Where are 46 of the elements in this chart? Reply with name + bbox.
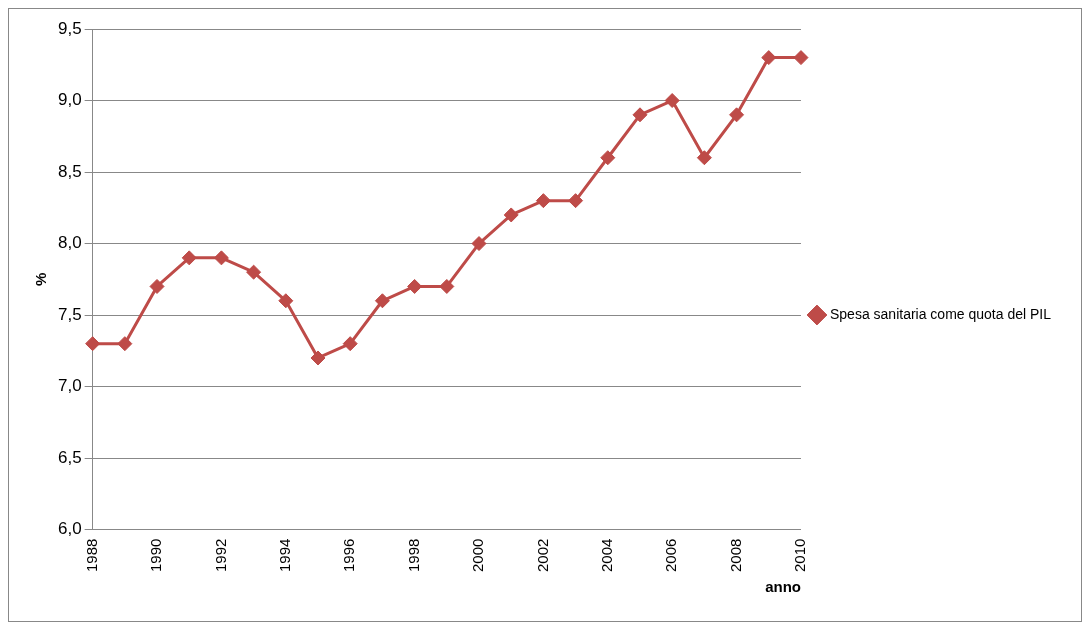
legend-label: Spesa sanitaria come quota del PIL bbox=[829, 305, 1052, 322]
point bbox=[535, 193, 551, 209]
point bbox=[407, 278, 423, 294]
y-tick-label: 9,0 bbox=[57, 90, 82, 110]
y-tick-label: 9,5 bbox=[57, 18, 82, 38]
y-tick-label: 8,0 bbox=[57, 233, 82, 253]
x-tick-label: 2006 bbox=[662, 538, 680, 573]
x-tick-label: 1992 bbox=[211, 538, 229, 573]
x-tick-label: 2004 bbox=[597, 538, 615, 573]
point bbox=[471, 236, 487, 252]
point bbox=[568, 193, 584, 209]
y-tick-label: 6,5 bbox=[57, 447, 82, 467]
point bbox=[85, 336, 101, 352]
x-tick-label: 1998 bbox=[404, 538, 422, 573]
y-tick-label: 6,0 bbox=[57, 519, 82, 539]
x-tick-label: 1996 bbox=[340, 538, 358, 573]
y-tick-label: 7,5 bbox=[57, 304, 82, 324]
point bbox=[374, 293, 390, 309]
x-tick-label: 2002 bbox=[533, 538, 551, 573]
y-axis-title: % bbox=[32, 272, 50, 286]
point bbox=[761, 50, 777, 66]
point bbox=[342, 336, 358, 352]
x-tick-label: 1990 bbox=[147, 538, 165, 573]
point bbox=[696, 150, 712, 166]
point bbox=[664, 93, 680, 109]
y-tick-label: 8,5 bbox=[57, 161, 82, 181]
point bbox=[503, 207, 519, 223]
x-tick-label: 2000 bbox=[469, 538, 487, 573]
point bbox=[793, 50, 809, 66]
point bbox=[310, 350, 326, 366]
x-tick-label: 1988 bbox=[82, 538, 100, 573]
point bbox=[246, 264, 262, 280]
point bbox=[149, 278, 165, 294]
x-tick-label: 2010 bbox=[791, 538, 809, 573]
x-tick-label: 1994 bbox=[275, 538, 293, 573]
point bbox=[729, 107, 745, 123]
point bbox=[278, 293, 294, 309]
point bbox=[632, 107, 648, 123]
point bbox=[213, 250, 229, 266]
x-axis-title: anno bbox=[765, 578, 801, 596]
point bbox=[181, 250, 197, 266]
point bbox=[439, 278, 455, 294]
point bbox=[117, 336, 133, 352]
point bbox=[600, 150, 616, 166]
y-tick-label: 7,0 bbox=[57, 376, 82, 396]
x-tick-label: 2008 bbox=[726, 538, 744, 573]
